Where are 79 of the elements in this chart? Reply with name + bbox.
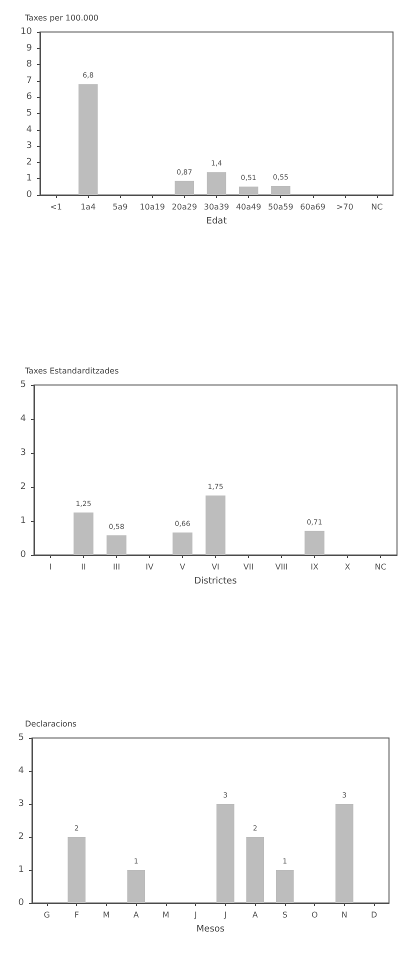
x-axis-title: Edat <box>206 216 228 226</box>
y-tick-label: 1 <box>18 865 24 875</box>
x-tick-label: NC <box>374 562 387 572</box>
x-tick-label: 5a9 <box>112 202 128 212</box>
bar <box>216 804 234 903</box>
y-tick-label: 1 <box>20 516 26 526</box>
x-tick-label: X <box>344 562 351 572</box>
y-tick-label: 4 <box>26 124 32 135</box>
bar <box>127 870 146 903</box>
y-tick-label: 5 <box>18 733 24 743</box>
y-tick-label: 9 <box>26 43 32 54</box>
y-tick-label: 6 <box>26 92 32 102</box>
x-tick-label: VII <box>243 562 254 572</box>
y-axis-title: Taxes per 100.000 <box>24 14 98 22</box>
y-tick-label: 2 <box>26 157 32 168</box>
x-tick-label: J <box>223 910 227 920</box>
x-tick-label: IV <box>146 562 154 572</box>
x-tick-label: F <box>74 910 80 920</box>
y-tick-label: 4 <box>20 414 26 424</box>
y-tick-label: 7 <box>26 76 32 86</box>
y-tick-label: 0 <box>26 190 32 200</box>
bar <box>206 172 226 195</box>
y-tick-label: 3 <box>20 448 26 458</box>
x-axis-title: Mesos <box>196 924 225 934</box>
x-tick-label: VI <box>212 562 220 572</box>
y-tick-label: 3 <box>18 799 24 809</box>
x-tick-label: 1a4 <box>80 202 96 212</box>
x-tick-label: 20a29 <box>172 202 198 212</box>
x-tick-label: 60a69 <box>300 202 326 212</box>
y-tick-label: 5 <box>20 380 26 390</box>
x-tick-label: 10a19 <box>140 202 165 212</box>
x-tick-label: M <box>102 910 110 920</box>
x-tick-label: N <box>341 910 348 920</box>
x-tick-label: I <box>49 562 52 572</box>
x-tick-label: 30a39 <box>204 202 230 212</box>
y-axis-title: Declaracions <box>25 720 77 728</box>
bar <box>335 804 354 903</box>
x-tick-label: A <box>252 910 258 920</box>
bar <box>68 837 86 903</box>
x-tick-label: <1 <box>50 202 62 212</box>
x-tick-label: J <box>193 910 197 920</box>
x-tick-label: M <box>162 910 170 920</box>
y-tick-label: 0 <box>18 898 24 908</box>
y-axis-title: Taxes Estandarditzades <box>24 366 119 376</box>
bar <box>172 532 192 555</box>
bar <box>78 84 98 195</box>
x-tick-label: IX <box>310 562 319 572</box>
bar <box>238 186 258 195</box>
x-tick-label: III <box>112 562 120 572</box>
x-tick-label: NC <box>371 202 384 212</box>
bar <box>206 496 226 555</box>
bar <box>246 837 264 903</box>
bar <box>174 180 194 195</box>
y-tick-label: 4 <box>18 766 24 776</box>
bar <box>106 535 126 555</box>
x-tick-label: II <box>81 562 86 572</box>
y-tick-label: 5 <box>26 108 32 118</box>
x-tick-label: >70 <box>336 202 354 212</box>
x-tick-label: D <box>371 910 378 920</box>
x-axis-title: Districtes <box>194 576 238 586</box>
x-tick-label: S <box>282 910 288 920</box>
bar <box>74 512 94 555</box>
bar <box>276 870 294 903</box>
y-tick-label: 1 <box>26 174 32 184</box>
bar <box>304 530 324 555</box>
x-tick-label: 40a49 <box>236 202 262 212</box>
bar <box>271 186 290 195</box>
x-tick-label: VIII <box>275 562 288 572</box>
y-tick-label: 2 <box>20 482 26 492</box>
y-tick-label: 2 <box>18 832 24 842</box>
y-tick-label: 3 <box>26 141 32 152</box>
x-tick-label: 50a59 <box>268 202 294 212</box>
x-tick-label: G <box>44 910 50 920</box>
y-tick-label: 0 <box>20 550 26 560</box>
x-tick-label: A <box>133 910 140 920</box>
x-tick-label: V <box>180 562 186 572</box>
x-tick-label: O <box>311 910 318 920</box>
y-tick-label: 10 <box>20 27 32 37</box>
y-tick-label: 8 <box>26 60 32 70</box>
